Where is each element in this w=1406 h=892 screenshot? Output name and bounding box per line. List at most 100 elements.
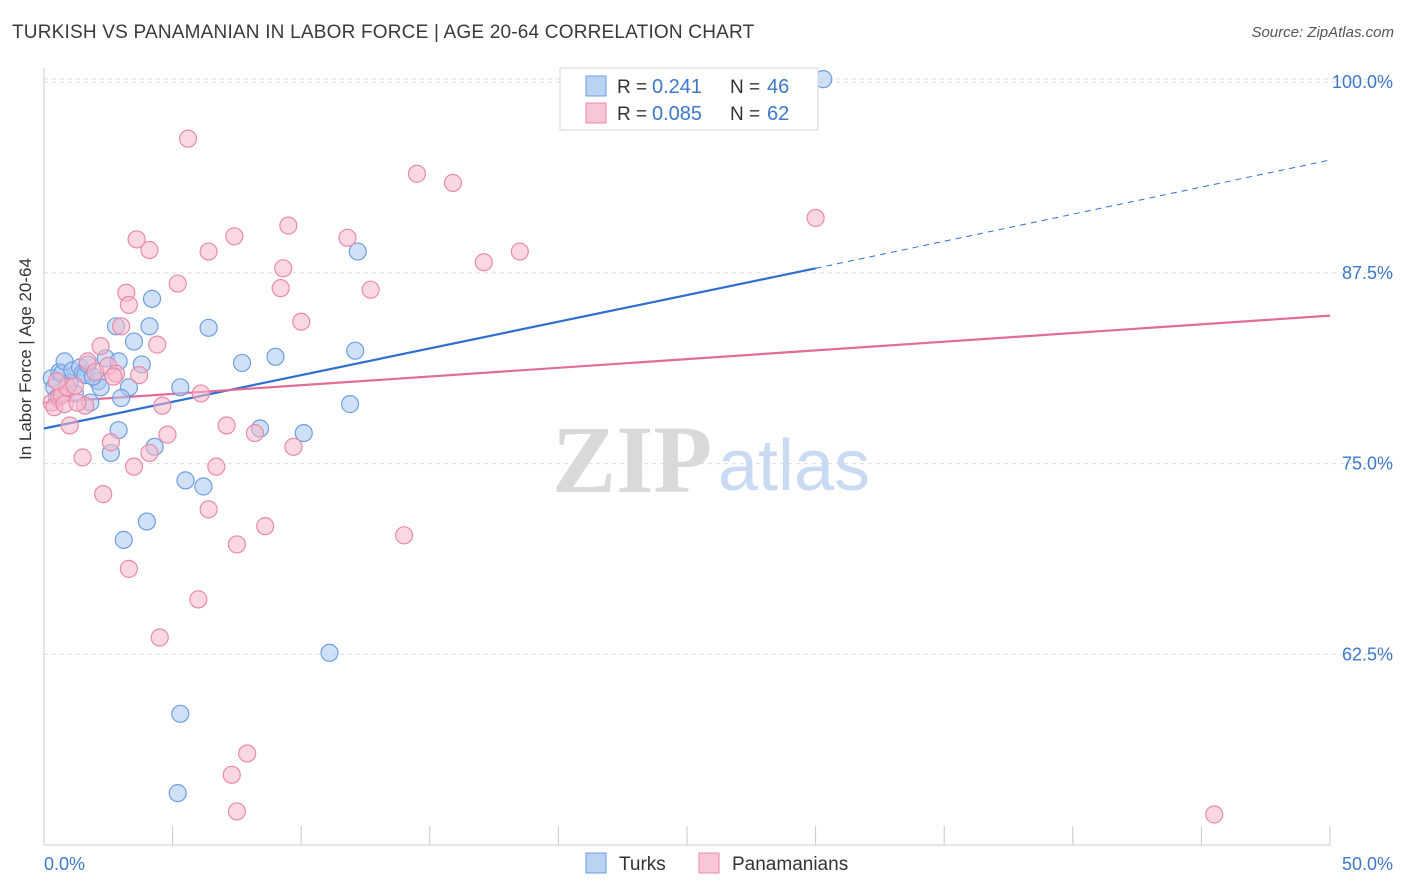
panamanians-point xyxy=(189,590,208,609)
legend-label: Panamanians xyxy=(732,854,848,875)
panamanians-point xyxy=(443,173,463,192)
trend-lines xyxy=(43,159,1331,430)
panamanians-point xyxy=(256,517,275,536)
panamanians-point xyxy=(112,317,131,336)
panamanians-point xyxy=(279,216,298,235)
turks-point xyxy=(176,471,195,490)
panamanians-point xyxy=(47,372,66,391)
legend-swatch xyxy=(585,102,607,124)
panamanians-point xyxy=(191,384,210,403)
turks-point xyxy=(124,332,144,351)
turks-point xyxy=(112,388,131,408)
turks-point xyxy=(199,318,218,337)
panamanians-point xyxy=(124,457,144,476)
panamanians-point xyxy=(153,396,172,415)
x-tick-label: 50.0% xyxy=(1342,854,1393,874)
turks-point xyxy=(346,341,365,360)
panamanians-point xyxy=(510,242,529,261)
turks-point xyxy=(266,347,285,366)
panamanians-point xyxy=(274,259,293,278)
panamanians-point xyxy=(60,416,79,435)
panamanians-point xyxy=(178,129,198,148)
turks-point xyxy=(194,477,213,496)
r-label: R = xyxy=(617,77,647,98)
turks-point xyxy=(140,317,159,336)
panamanians-point xyxy=(199,500,218,519)
n-label: N = xyxy=(730,77,760,98)
panamanians-point xyxy=(338,228,357,247)
n-value: 62 xyxy=(767,103,789,125)
panamanians-point xyxy=(474,253,493,272)
turks-point xyxy=(171,378,190,397)
panamanians-point xyxy=(65,376,84,395)
panamanians-point xyxy=(1205,805,1224,824)
panamanians-point xyxy=(225,227,244,246)
turks-trend-line xyxy=(43,267,816,430)
r-value: 0.085 xyxy=(652,103,702,125)
panamanians-point xyxy=(407,164,427,183)
r-label: R = xyxy=(617,104,647,125)
panamanians-point xyxy=(199,242,218,261)
watermark-zip: ZIP xyxy=(552,406,712,513)
y-tick-label: 75.0% xyxy=(1342,454,1393,474)
y-tick-label: 87.5% xyxy=(1342,263,1393,283)
stats-legend: R = 0.241 N = 46 R = 0.085 N = 62 xyxy=(559,67,819,131)
panamanians-point xyxy=(271,279,290,298)
panamanians-point xyxy=(222,765,241,784)
panamanians-point xyxy=(361,280,380,299)
data-points xyxy=(42,70,1224,824)
panamanians-point xyxy=(94,485,113,504)
panamanians-point xyxy=(140,443,159,463)
turks-point xyxy=(114,530,133,549)
n-label: N = xyxy=(730,104,760,125)
panamanians-point xyxy=(150,628,169,647)
x-tick-label: 0.0% xyxy=(44,854,85,874)
panamanians-point xyxy=(292,312,311,331)
panamanians-point xyxy=(207,457,226,476)
panamanians-trend-line xyxy=(43,314,1331,404)
axes xyxy=(43,68,1331,846)
panamanians-point xyxy=(119,559,138,578)
turks-trend-extension xyxy=(815,159,1331,269)
panamanians-point xyxy=(119,295,138,315)
turks-point xyxy=(232,353,252,373)
legend-label: Turks xyxy=(619,854,666,875)
panamanians-point xyxy=(68,393,87,412)
turks-point xyxy=(294,423,313,443)
legend-swatch xyxy=(585,852,607,874)
panamanians-point xyxy=(245,423,265,443)
tick-labels: 62.5% 75.0% 87.5% 100.0% 0.0% 50.0% xyxy=(44,72,1393,874)
panamanians-point xyxy=(73,448,92,467)
panamanians-point xyxy=(158,425,177,444)
turks-point xyxy=(340,395,360,414)
turks-point xyxy=(320,643,339,662)
panamanians-point xyxy=(91,337,110,356)
series-legend: Turks Panamanians xyxy=(585,852,848,875)
panamanians-point xyxy=(140,240,159,260)
legend-swatch xyxy=(585,75,607,97)
panamanians-point xyxy=(127,230,146,249)
turks-point xyxy=(142,289,162,308)
y-tick-label: 100.0% xyxy=(1332,72,1393,92)
panamanians-point xyxy=(148,335,167,354)
panamanians-point xyxy=(130,366,149,385)
r-value: 0.241 xyxy=(652,76,702,98)
panamanians-point xyxy=(238,744,257,763)
chart-title: TURKISH VS PANAMANIAN IN LABOR FORCE | A… xyxy=(12,22,755,43)
panamanians-point xyxy=(101,433,120,452)
panamanians-point xyxy=(227,535,246,554)
turks-point xyxy=(171,704,190,723)
n-value: 46 xyxy=(767,76,789,98)
y-tick-label: 62.5% xyxy=(1342,644,1393,664)
panamanians-point xyxy=(217,416,236,435)
panamanians-point xyxy=(104,367,123,386)
watermark-atlas: atlas xyxy=(718,426,870,506)
turks-point xyxy=(168,784,187,803)
source-label: Source: ZipAtlas.com xyxy=(1251,24,1394,41)
turks-point xyxy=(137,512,156,531)
panamanians-point xyxy=(806,208,825,228)
panamanians-point xyxy=(284,437,303,456)
legend-swatch xyxy=(698,852,720,874)
panamanians-point xyxy=(227,802,246,821)
